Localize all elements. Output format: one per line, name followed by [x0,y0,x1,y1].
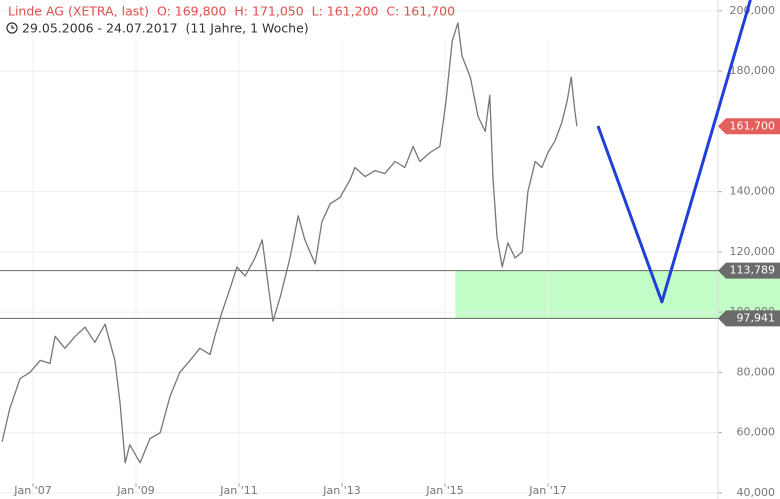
x-tick-label: Jan '07 [13,484,51,497]
level-tag-label: 113,789 [730,264,776,277]
y-tick-label: 180,000 [730,64,776,77]
last-price-tag-box [718,118,780,135]
x-tick-label: Jan '09 [116,484,154,497]
x-tick-label: Jan '13 [322,484,360,497]
level-tag-label: 97,941 [737,311,776,324]
chart-title: Linde AG (XETRA, last) O: 169,800 H: 171… [8,4,455,19]
x-tick-label: Jan '17 [528,484,566,497]
x-tick-label: Jan '11 [219,484,257,497]
last-price-tag-label: 161,700 [730,119,776,132]
clock-hand [11,25,15,29]
support-zone [455,270,780,319]
y-tick-label: 120,000 [730,245,776,258]
chart-subtitle: 29.05.2006 - 24.07.2017 (11 Jahre, 1 Woc… [22,21,309,36]
projection-line [596,0,752,304]
clock-icon [6,22,18,34]
y-tick-label: 140,000 [730,185,776,198]
y-tick-label: 80,000 [737,365,776,378]
x-tick-label: Jan '15 [425,484,463,497]
level-tag-box [718,310,780,327]
price-line [1,22,578,464]
y-tick-label: 60,000 [737,426,776,439]
y-tick-label: 200,000 [730,4,776,17]
level-tag-box [718,262,780,279]
y-tick-label: 40,000 [737,486,776,499]
